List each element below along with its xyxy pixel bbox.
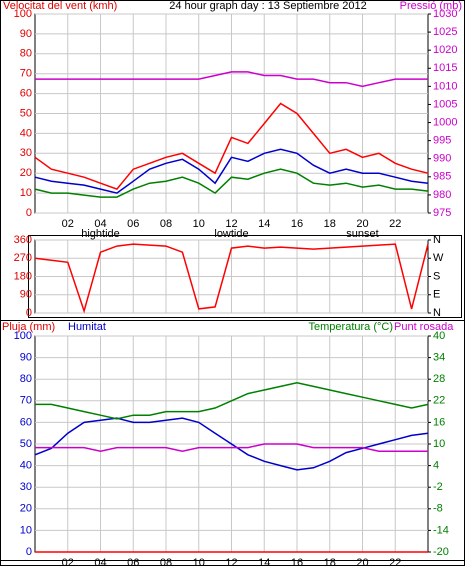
x-tick-label: 06 <box>127 557 139 566</box>
y2-tick-label: 1005 <box>433 98 457 110</box>
y2-tick-label: -14 <box>433 524 449 536</box>
y-tick-label: 70 <box>20 395 32 407</box>
y2-tick-label: W <box>433 252 444 264</box>
y2-tick-label: 4 <box>433 460 439 472</box>
humidity-label: Humitat <box>68 321 106 333</box>
series-line <box>35 443 428 452</box>
y-tick-label: 360 <box>14 234 32 246</box>
x-tick-label: 08 <box>160 218 172 230</box>
y2-tick-label: 1025 <box>433 26 457 38</box>
y2-tick-label: 995 <box>433 135 451 147</box>
y-tick-label: 70 <box>20 68 32 80</box>
y2-tick-label: 990 <box>433 153 451 165</box>
y2-tick-label: 22 <box>433 395 445 407</box>
y2-tick-label: 1030 <box>433 8 457 20</box>
y-tick-label: 30 <box>20 147 32 159</box>
series-line <box>34 102 429 190</box>
wind-axis-label: Velocitat del vent (kmh) <box>3 0 117 12</box>
series-line <box>35 382 429 420</box>
y-tick-label: 180 <box>14 270 32 282</box>
y2-tick-label: 975 <box>433 207 451 219</box>
y-tick-label: 90 <box>20 28 32 40</box>
y-tick-label: 40 <box>20 127 32 139</box>
x-tick-label: 18 <box>324 557 336 566</box>
x-tick-label: 14 <box>258 218 270 230</box>
y-tick-label: 50 <box>20 438 32 450</box>
y-tick-label: 0 <box>26 207 32 219</box>
x-tick-label: 20 <box>356 218 368 230</box>
x-tick-label: 06 <box>127 218 139 230</box>
rain-label: Pluja (mm) <box>2 321 55 333</box>
y-tick-label: 10 <box>20 187 32 199</box>
x-tick-label: 02 <box>62 557 74 566</box>
x-tick-label: 20 <box>356 557 368 566</box>
y-tick-label: 90 <box>20 289 32 301</box>
y-tick-label: 80 <box>20 373 32 385</box>
y2-tick-label: 985 <box>433 171 451 183</box>
y-tick-label: 20 <box>20 167 32 179</box>
y2-tick-label: E <box>433 289 440 301</box>
annotation: hightide <box>81 228 120 240</box>
y-tick-label: 20 <box>20 503 32 515</box>
y2-tick-label: N <box>433 307 441 319</box>
y2-tick-label: 980 <box>433 189 451 201</box>
y2-tick-label: 34 <box>433 352 445 364</box>
x-tick-label: 18 <box>324 218 336 230</box>
temperature-label: Temperatura (°C) <box>309 321 393 333</box>
x-tick-label: 14 <box>258 557 270 566</box>
y-tick-label: 270 <box>14 252 32 264</box>
x-tick-label: 16 <box>291 557 303 566</box>
x-tick-label: 12 <box>225 218 237 230</box>
dewpoint-label: Punt rosada <box>394 321 454 333</box>
x-tick-label: 12 <box>225 557 237 566</box>
y2-tick-label: 1015 <box>433 62 457 74</box>
y2-tick-label: 1010 <box>433 80 457 92</box>
y2-tick-label: 1000 <box>433 116 457 128</box>
panel: 02 04 06 08 10 12 14 16 18 20 22 0 10 20 30 40 50 60 70 80 9… <box>14 330 449 566</box>
y2-tick-label: 28 <box>433 373 445 385</box>
panel: 02 04 06 08 10 12 14 16 18 20 22010203040506070809… <box>14 8 458 240</box>
x-tick-label: 04 <box>94 218 106 230</box>
y2-tick-label: 10 <box>433 438 445 450</box>
x-tick-label: 10 <box>193 218 205 230</box>
x-tick-label: 22 <box>389 557 401 566</box>
x-tick-label: 22 <box>389 218 401 230</box>
y-tick-label: 90 <box>20 352 32 364</box>
x-tick-label: 10 <box>193 557 205 566</box>
annotation: sunset <box>346 228 378 240</box>
y-tick-label: 10 <box>20 524 32 536</box>
chart-title: 24 hour graph day : 13 Septiembre 2012 <box>169 0 367 12</box>
pressure-axis-label: Pressió (mb) <box>400 0 462 12</box>
y-tick-label: 30 <box>20 481 32 493</box>
y-tick-label: 60 <box>20 416 32 428</box>
y2-tick-label: -20 <box>433 546 449 558</box>
y2-tick-label: N <box>433 234 441 246</box>
y-tick-label: 60 <box>20 88 32 100</box>
x-tick-label: 16 <box>291 218 303 230</box>
series-line <box>34 168 429 198</box>
y-tick-label: 0 <box>26 307 32 319</box>
x-tick-label: 02 <box>62 218 74 230</box>
series-line <box>34 243 429 314</box>
y-tick-label: 40 <box>20 460 32 472</box>
y2-tick-label: 16 <box>433 416 445 428</box>
y2-tick-label: 40 <box>433 330 445 342</box>
y2-tick-label: 1020 <box>433 44 457 56</box>
y2-tick-label: -2 <box>433 481 443 493</box>
x-tick-label: 08 <box>160 557 172 566</box>
y-tick-label: 100 <box>14 8 32 20</box>
series-line <box>34 148 429 194</box>
y2-tick-label: -8 <box>433 503 443 515</box>
series-line <box>35 71 428 88</box>
y2-tick-label: S <box>433 270 440 282</box>
x-tick-label: 04 <box>94 557 106 566</box>
y-tick-label: 100 <box>14 330 32 342</box>
annotation: lowtide <box>214 228 248 240</box>
y-tick-label: 80 <box>20 48 32 60</box>
y-tick-label: 0 <box>26 546 32 558</box>
y-tick-label: 50 <box>20 107 32 119</box>
panel-border <box>28 235 462 318</box>
